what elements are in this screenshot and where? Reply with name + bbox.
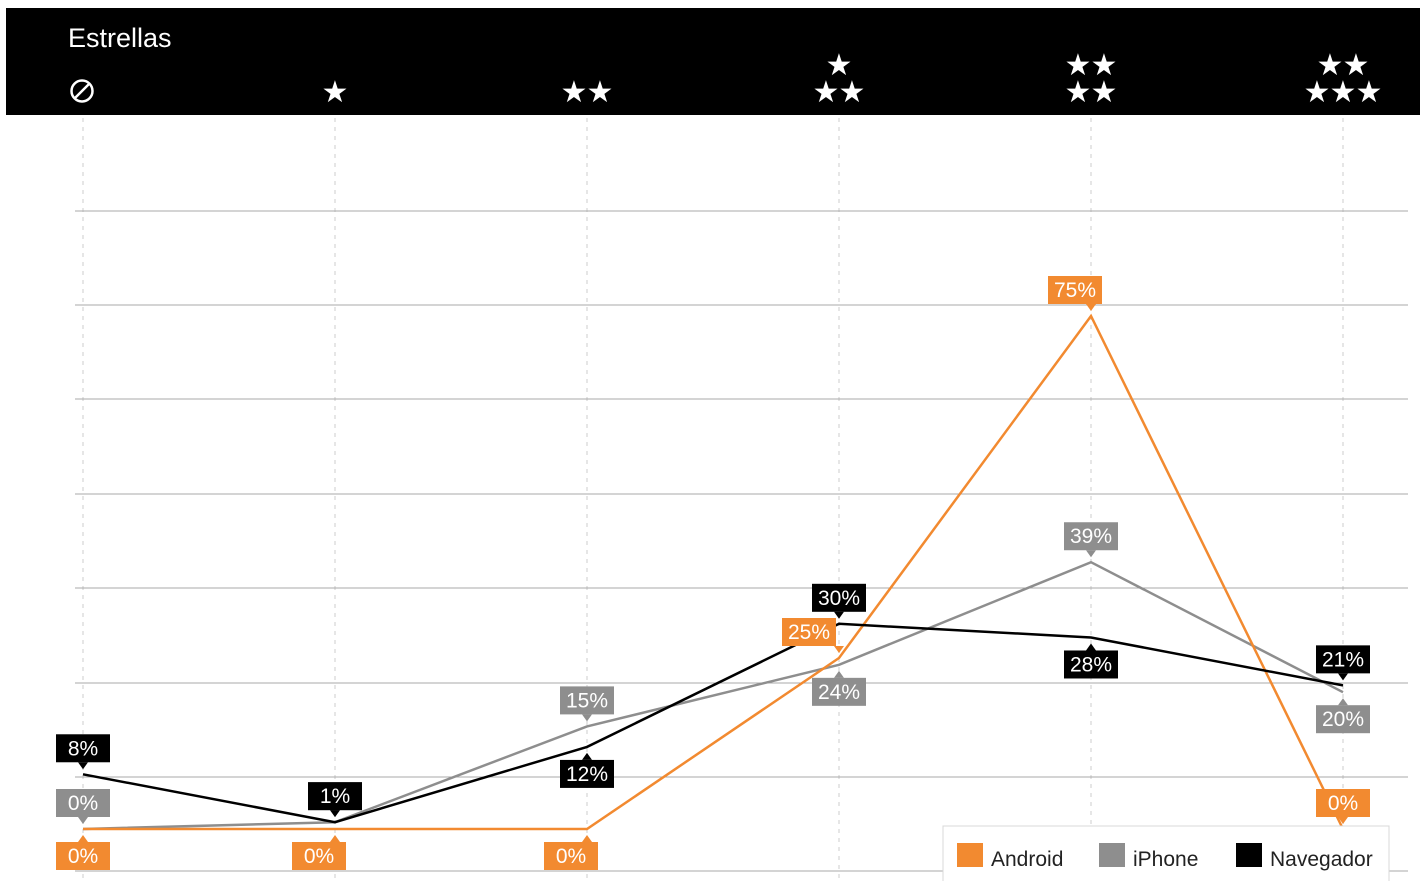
- star-icon: ★: [561, 75, 588, 110]
- star-icon: ★: [826, 48, 853, 83]
- data-label-iphone: 24%: [812, 670, 866, 706]
- legend-label: iPhone: [1133, 848, 1198, 871]
- legend-swatch: [1099, 843, 1125, 867]
- data-label-iphone: 0%: [56, 789, 110, 824]
- data-label-text: 0%: [304, 845, 334, 868]
- series-lines: [82, 313, 1345, 831]
- series-line-iphone: [82, 560, 1344, 831]
- data-label-text: 0%: [556, 845, 586, 868]
- vertical-gridlines: [82, 118, 1344, 881]
- data-label-text: 24%: [818, 681, 860, 704]
- legend-item-android: Android: [957, 843, 1063, 871]
- data-label-text: 0%: [68, 845, 98, 868]
- data-label-android: 75%: [1048, 276, 1102, 311]
- star-icon: ★: [587, 75, 614, 110]
- 1-star-icon: ★: [322, 75, 349, 110]
- data-label-iphone: 39%: [1064, 522, 1118, 558]
- data-label-text: 21%: [1322, 648, 1364, 671]
- data-label-text: 0%: [68, 792, 98, 815]
- horizontal-gridlines: [75, 210, 1408, 872]
- legend-label: Navegador: [1270, 848, 1373, 871]
- data-label-android: 0%: [56, 835, 110, 870]
- 2-stars-icon: ★ ★: [561, 75, 614, 110]
- star-icon: ★: [1343, 48, 1370, 83]
- star-icon: ★: [1356, 75, 1383, 110]
- star-rating-row: ★ ★ ★★★ ★★ ★★ ★★ ★★ ★ ★: [70, 48, 1383, 110]
- data-label-iphone: 15%: [560, 686, 614, 722]
- data-label-text: 15%: [566, 689, 608, 712]
- 4-stars-icon: ★ ★★ ★: [1065, 48, 1118, 110]
- star-icon: ★: [1091, 75, 1118, 110]
- data-label-android: 0%: [544, 835, 598, 870]
- star-icon: ★: [1091, 48, 1118, 83]
- data-label-text: 30%: [818, 587, 860, 610]
- data-label-android: 25%: [782, 618, 844, 653]
- data-label-text: 39%: [1070, 525, 1112, 548]
- star-icon: ★: [1330, 75, 1357, 110]
- data-label-navegador: 12%: [560, 752, 614, 788]
- 5-stars-icon: ★ ★★ ★ ★: [1304, 48, 1383, 110]
- data-label-text: 25%: [788, 621, 830, 644]
- star-icon: ★: [1304, 75, 1331, 110]
- data-label-navegador: 1%: [308, 782, 362, 818]
- star-icon: ★: [813, 75, 840, 110]
- data-label-iphone: 20%: [1316, 698, 1370, 734]
- data-label-text: 75%: [1054, 279, 1096, 302]
- star-icon: ★: [1065, 48, 1092, 83]
- data-label-android: 0%: [292, 835, 346, 870]
- header-bar: [6, 8, 1420, 115]
- legend-swatch: [957, 843, 983, 867]
- data-label-text: 28%: [1070, 653, 1112, 676]
- legend-swatch: [1236, 843, 1262, 867]
- star-icon: ★: [1065, 75, 1092, 110]
- data-label-navegador: 28%: [1064, 643, 1118, 679]
- legend: Android iPhone Navegador: [942, 825, 1390, 881]
- data-label-text: 12%: [566, 763, 608, 786]
- data-label-navegador: 8%: [56, 734, 110, 770]
- data-label-text: 20%: [1322, 708, 1364, 731]
- 3-stars-icon: ★★ ★: [813, 48, 866, 110]
- series-line-navegador: [82, 622, 1344, 824]
- star-icon: ★: [839, 75, 866, 110]
- data-label-navegador: 30%: [812, 583, 866, 619]
- data-label-text: 1%: [320, 785, 350, 808]
- star-icon: ★: [1317, 48, 1344, 83]
- legend-item-navegador: Navegador: [1236, 843, 1373, 871]
- series-line-android: [83, 313, 1345, 831]
- legend-label: Android: [991, 848, 1063, 871]
- data-label-text: 8%: [68, 737, 98, 760]
- data-label-text: 0%: [1328, 792, 1358, 815]
- data-label-navegador: 21%: [1316, 645, 1370, 681]
- star-icon: ★: [322, 75, 349, 110]
- data-label-android: 0%: [1316, 789, 1370, 824]
- header-title: Estrellas: [68, 23, 172, 53]
- data-labels: 0%1%15%24%39%20%8%1%12%30%28%21%0%0%0%25…: [56, 276, 1370, 870]
- no-rating-icon: [70, 79, 94, 103]
- legend-item-iphone: iPhone: [1099, 843, 1198, 871]
- legend-box: [942, 825, 1390, 881]
